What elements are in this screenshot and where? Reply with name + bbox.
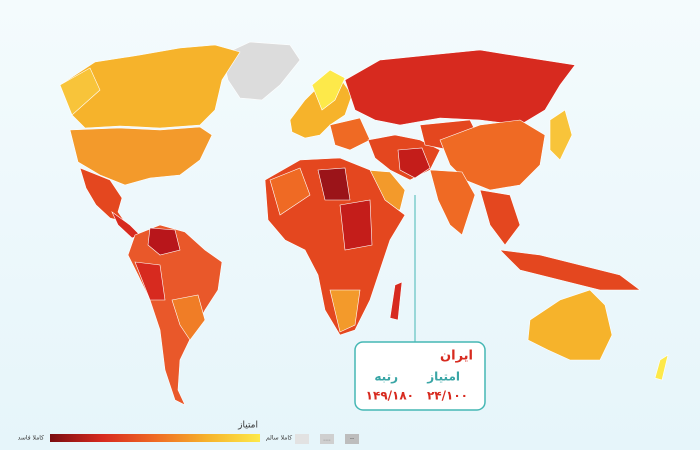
- score-value: ۲۴/۱۰۰: [427, 389, 468, 403]
- country-name: ایران: [440, 349, 473, 364]
- extra-label: --: [350, 436, 354, 443]
- tooltip-box: [354, 341, 486, 411]
- extra-swatch: [320, 434, 334, 444]
- world-map: [59, 41, 669, 406]
- high-label: کاملا سالم: [266, 435, 292, 442]
- legend: امتیاز کاملا فاسد کاملا سالم .... --: [18, 421, 359, 444]
- legend-title: امتیاز: [237, 421, 258, 431]
- low-label: کاملا فاسد: [18, 435, 44, 442]
- color-scale: [50, 434, 260, 442]
- rank-value: ۱۴۹/۱۸۰: [366, 389, 414, 403]
- extra-swatch: [345, 434, 359, 444]
- tooltip: ایران امتیاز رتبه ۲۴/۱۰۰ ۱۴۹/۱۸۰: [354, 341, 486, 411]
- extra-label: ....: [323, 436, 331, 443]
- no-data-swatch: [295, 434, 309, 444]
- rank-label: رتبه: [374, 370, 398, 384]
- score-label: امتیاز: [426, 370, 460, 384]
